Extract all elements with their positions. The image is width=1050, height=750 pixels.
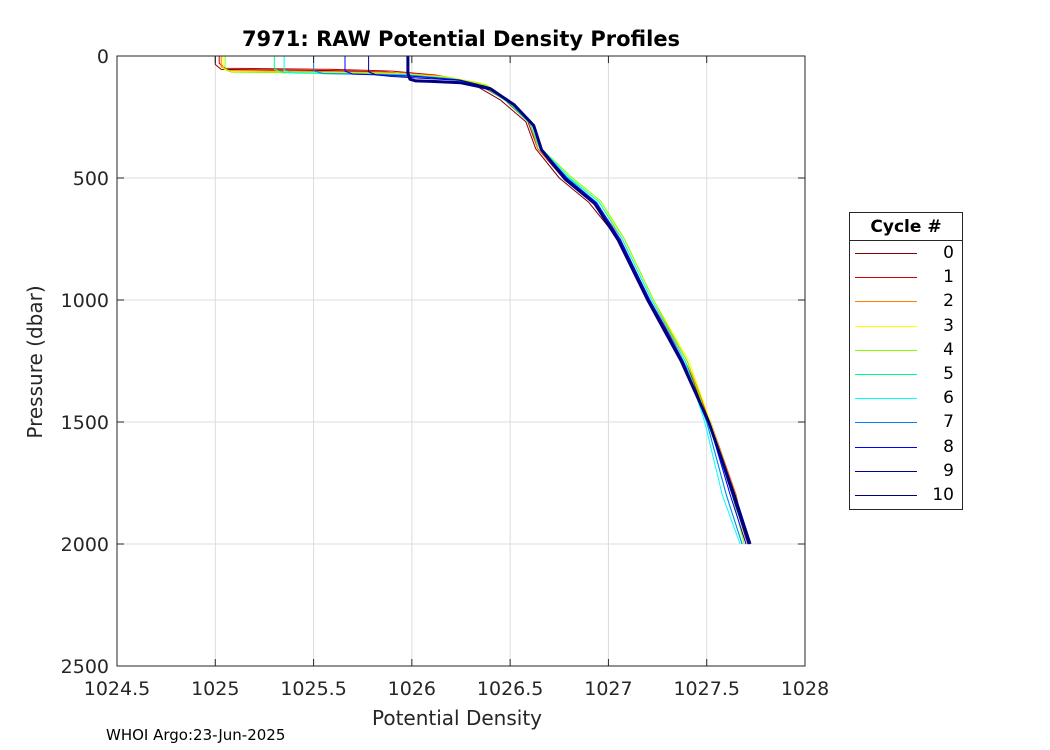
legend-label: 0: [943, 243, 954, 263]
y-tick-label: 0: [97, 46, 109, 68]
legend-item: 6: [850, 386, 962, 410]
legend-title: Cycle #: [850, 213, 962, 241]
legend-label: 2: [943, 291, 954, 312]
x-tick-label: 1024.5: [84, 678, 150, 700]
legend-swatch: [855, 253, 917, 254]
legend-swatch: [855, 301, 917, 303]
legend-label: 3: [943, 315, 954, 336]
legend-swatch: [855, 494, 917, 496]
legend-item: 0: [850, 241, 962, 265]
legend-swatch: [855, 422, 917, 424]
legend-label: 7: [943, 412, 954, 433]
legend-label: 9: [943, 460, 954, 481]
y-axis-label: Pressure (dbar): [23, 285, 47, 438]
legend-swatch: [855, 325, 917, 327]
legend-item: 3: [850, 314, 962, 338]
footer-note: WHOI Argo:23-Jun-2025: [106, 726, 286, 744]
legend-swatch: [855, 277, 917, 279]
legend-label: 8: [943, 436, 954, 457]
plot-frame: [116, 55, 806, 667]
legend-entries: 0 1 2 3 4 5 6 7 8 9 10: [850, 241, 962, 507]
y-tick-label: 500: [73, 168, 109, 190]
y-tick-label: 1000: [61, 290, 109, 312]
legend-label: 6: [943, 388, 954, 409]
legend-item: 1: [850, 265, 962, 289]
y-tick-label: 2500: [61, 656, 109, 678]
legend-item: 9: [850, 459, 962, 483]
legend-item: 2: [850, 289, 962, 313]
legend-swatch: [855, 373, 917, 375]
y-tick-label: 2000: [61, 534, 109, 556]
x-tick-label: 1026.5: [477, 678, 543, 700]
legend-swatch: [855, 349, 917, 351]
legend-label: 1: [943, 267, 954, 288]
legend-item: 10: [850, 483, 962, 507]
series-line-1: [218, 56, 749, 545]
x-tick-label: 1028: [781, 678, 829, 700]
legend-swatch: [855, 446, 917, 448]
x-tick-label: 1027.5: [673, 678, 739, 700]
plot-area: [117, 56, 805, 666]
x-tick-label: 1026: [388, 678, 436, 700]
x-tick-label: 1025.5: [280, 678, 346, 700]
legend-item: 8: [850, 435, 962, 459]
y-tick-label: 1500: [61, 412, 109, 434]
legend-item: 7: [850, 410, 962, 434]
legend-label: 4: [943, 339, 954, 360]
x-tick-label: 1027: [584, 678, 632, 700]
legend-label: 10: [932, 484, 954, 505]
legend: Cycle # 0 1 2 3 4 5 6 7 8 9 10: [849, 212, 963, 510]
x-tick-label: 1025: [191, 678, 239, 700]
series-line-10: [406, 56, 752, 545]
legend-swatch: [855, 398, 917, 400]
legend-item: 5: [850, 362, 962, 386]
legend-item: 4: [850, 338, 962, 362]
legend-label: 5: [943, 363, 954, 384]
chart-title: 7971: RAW Potential Density Profiles: [242, 27, 680, 51]
x-axis-label: Potential Density: [372, 706, 542, 730]
legend-swatch: [855, 470, 917, 472]
